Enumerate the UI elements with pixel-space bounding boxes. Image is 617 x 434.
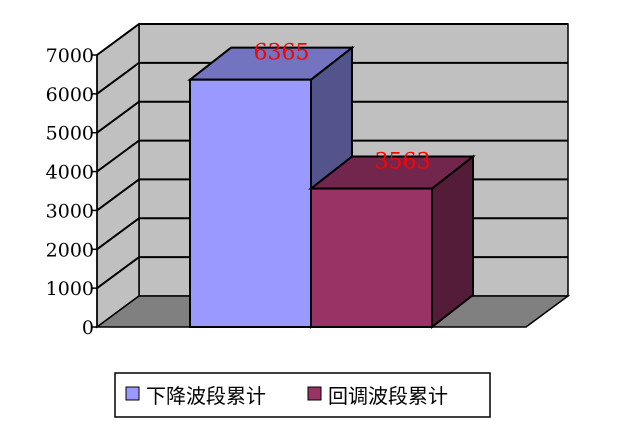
data-label-series-2: 3563 xyxy=(375,150,431,175)
y-tick-label: 1000 xyxy=(46,278,94,300)
legend-label-series-1: 下降波段累计 xyxy=(146,384,266,408)
y-tick-label: 3000 xyxy=(46,200,94,222)
gridline-depth xyxy=(96,139,140,173)
y-tick-label: 2000 xyxy=(46,239,94,261)
data-labels: 6365 3563 xyxy=(254,41,431,175)
y-axis-ticks: 0 1000 2000 3000 4000 5000 6000 7000 xyxy=(46,45,98,339)
bars xyxy=(187,45,476,330)
gridline-depth xyxy=(96,62,140,95)
legend-swatch-series-2 xyxy=(307,386,322,401)
y-tick-label: 7000 xyxy=(46,45,94,67)
gridline-depth xyxy=(96,23,140,56)
legend-swatch-series-1 xyxy=(125,386,140,401)
legend-label-series-2: 回调波段累计 xyxy=(328,384,448,408)
gridline-depth xyxy=(96,100,140,134)
legend: 下降波段累计 回调波段累计 xyxy=(114,372,491,418)
y-tick-label: 6000 xyxy=(46,84,94,106)
data-label-series-1: 6365 xyxy=(254,41,310,66)
side-wall xyxy=(96,22,140,329)
gridline-depth xyxy=(96,217,140,251)
bar-series-1 xyxy=(189,78,312,328)
legend-frame xyxy=(114,372,491,418)
y-tick-label: 5000 xyxy=(46,123,94,145)
gridline-depth xyxy=(96,178,140,212)
gridline-depth xyxy=(96,256,140,289)
bar-series-2 xyxy=(310,187,433,328)
y-tick-label: 0 xyxy=(82,317,94,339)
y-tick-label: 4000 xyxy=(46,162,94,184)
